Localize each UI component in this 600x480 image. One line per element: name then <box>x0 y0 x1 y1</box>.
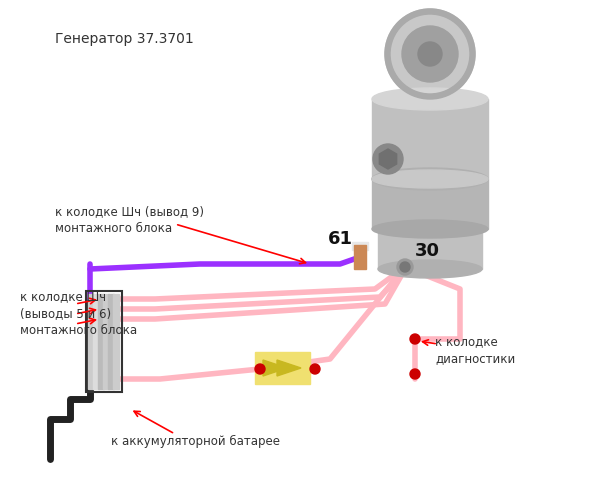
Bar <box>86 291 122 392</box>
Circle shape <box>385 10 475 100</box>
Circle shape <box>373 144 403 175</box>
Text: 30: 30 <box>415 241 440 260</box>
Polygon shape <box>263 360 287 376</box>
Ellipse shape <box>372 89 488 111</box>
Bar <box>378 229 482 269</box>
Circle shape <box>310 364 320 374</box>
Circle shape <box>397 260 413 276</box>
Bar <box>98 294 104 389</box>
Text: к колодке
диагностики: к колодке диагностики <box>435 334 515 364</box>
Circle shape <box>410 369 420 379</box>
Bar <box>372 100 488 180</box>
Bar <box>352 242 368 251</box>
Bar <box>372 180 488 229</box>
Circle shape <box>255 364 265 374</box>
Ellipse shape <box>378 261 482 278</box>
Text: к колодке Шч (вывод 9)
монтажного блока: к колодке Шч (вывод 9) монтажного блока <box>55 204 204 235</box>
Circle shape <box>410 334 420 344</box>
Circle shape <box>400 263 410 273</box>
Bar <box>103 294 109 389</box>
Bar <box>113 294 119 389</box>
Polygon shape <box>277 360 301 376</box>
Bar <box>108 294 114 389</box>
Circle shape <box>418 43 442 67</box>
Ellipse shape <box>372 220 488 239</box>
Text: 61: 61 <box>328 229 353 248</box>
Bar <box>354 245 366 269</box>
Bar <box>88 294 94 389</box>
Ellipse shape <box>372 171 488 189</box>
Bar <box>255 352 310 384</box>
Ellipse shape <box>372 168 488 191</box>
Bar <box>93 294 99 389</box>
Circle shape <box>402 27 458 83</box>
Text: Генератор 37.3701: Генератор 37.3701 <box>55 32 194 46</box>
Text: к аккумуляторной батарее: к аккумуляторной батарее <box>110 434 280 447</box>
Text: к колодке Шч
(выводы 5 и 6)
монтажного блока: к колодке Шч (выводы 5 и 6) монтажного б… <box>20 289 137 336</box>
